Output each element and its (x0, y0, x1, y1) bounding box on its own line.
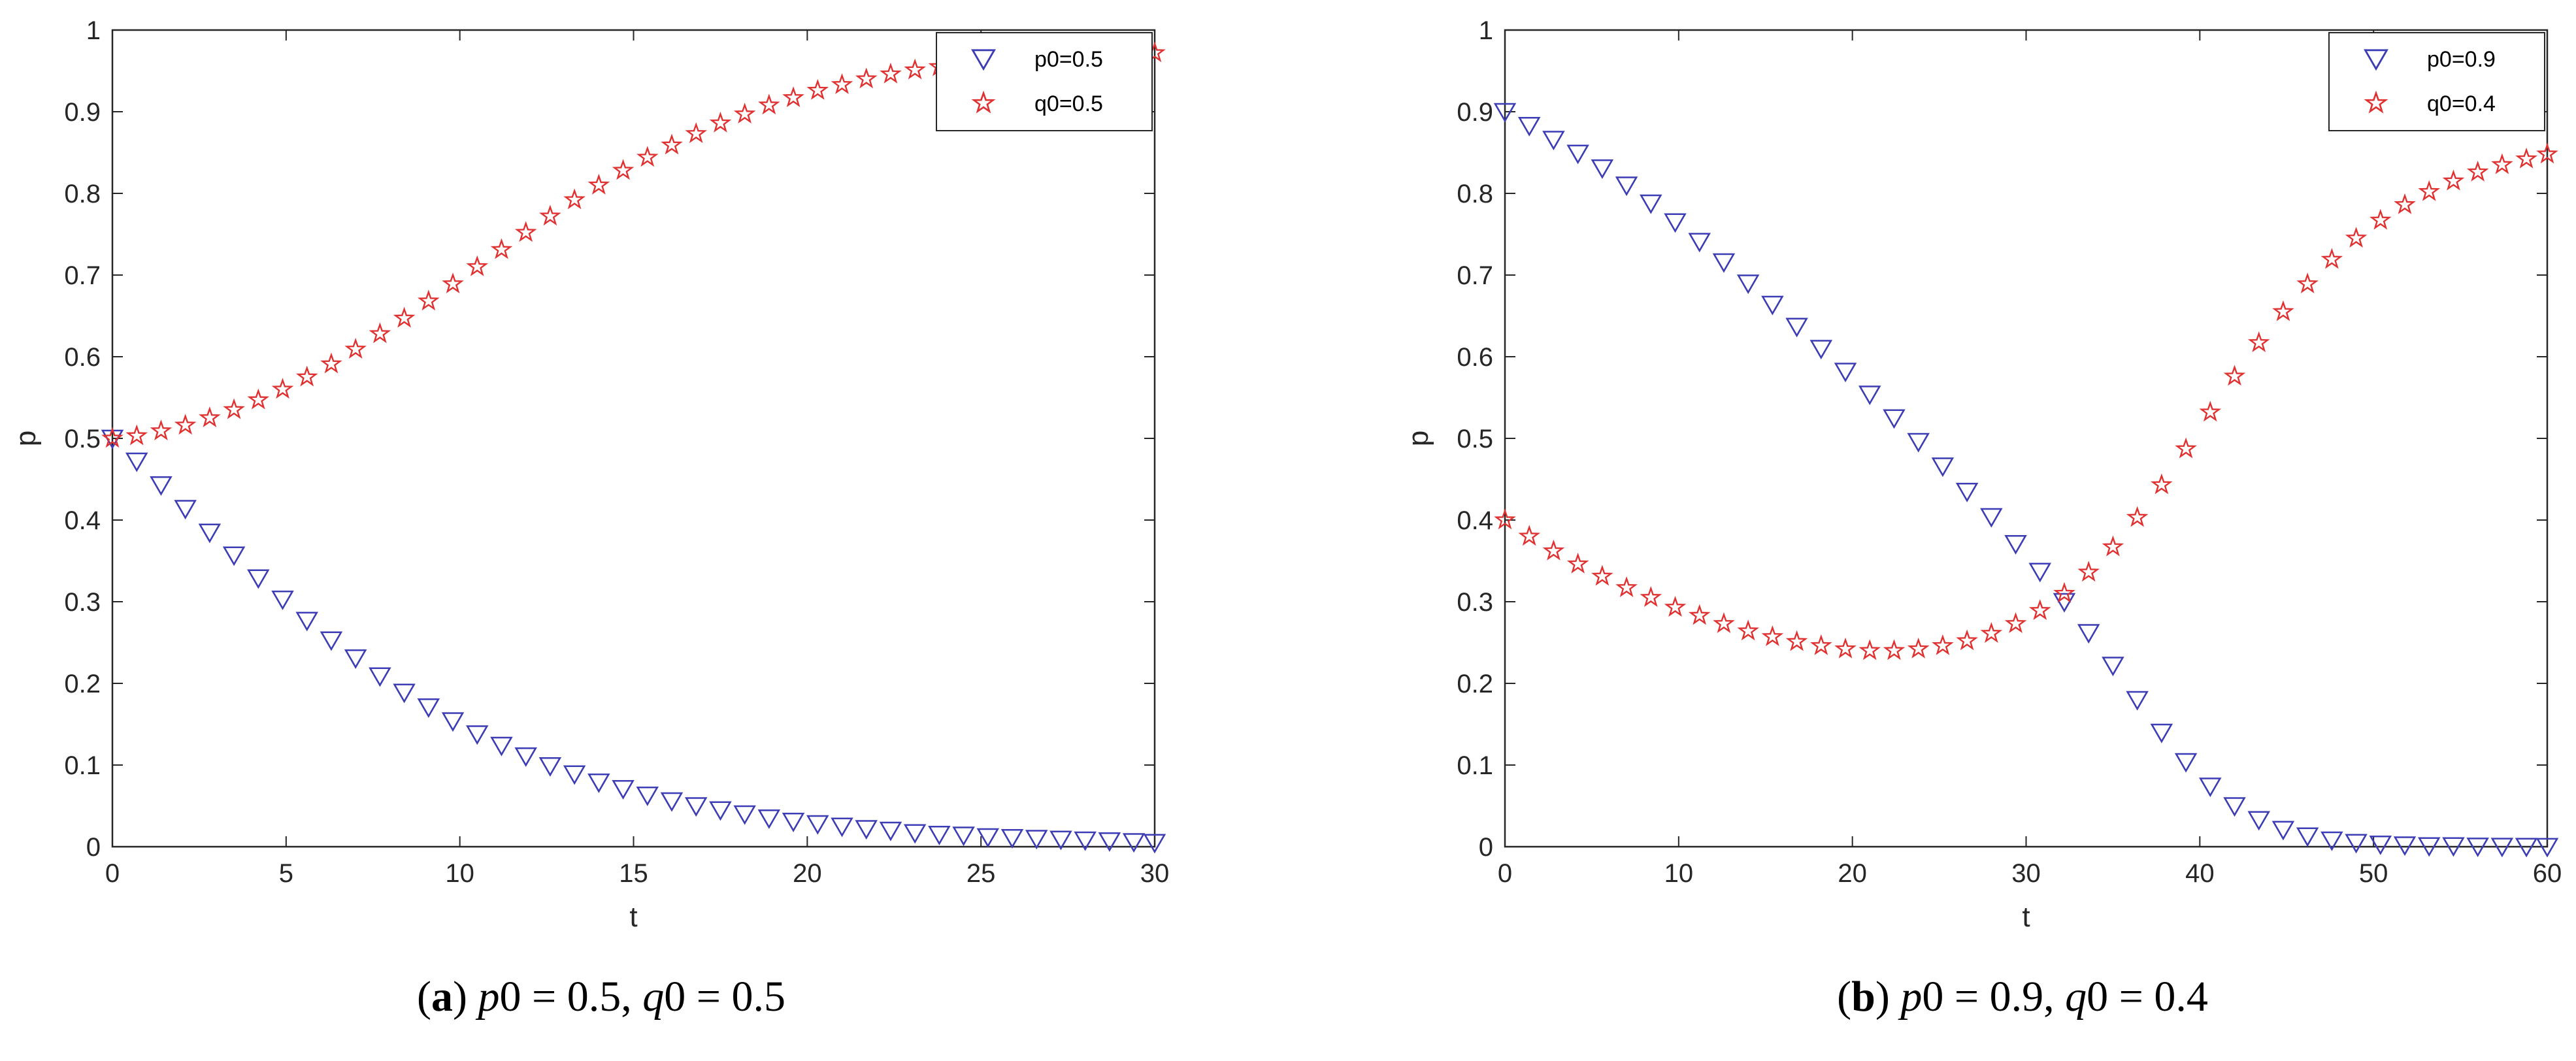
legend-label: q0=0.4 (2427, 91, 2496, 116)
y-tick-label: 0.5 (1457, 425, 1493, 453)
y-tick-label: 0.6 (1457, 343, 1493, 372)
y-axis-label: p (1402, 431, 1434, 446)
y-tick-label: 0.7 (64, 261, 101, 290)
x-tick-label: 60 (2533, 859, 2562, 888)
legend-box (936, 32, 1153, 131)
y-tick-label: 0.5 (64, 425, 101, 453)
y-tick-label: 0.9 (1457, 98, 1493, 127)
plot-area (1504, 29, 2549, 848)
x-tick-label: 20 (793, 859, 822, 888)
caption-letter: a (431, 973, 454, 1020)
x-tick-label: 0 (1498, 859, 1512, 888)
legend-label: q0=0.5 (1034, 91, 1103, 116)
y-tick-label: 0.8 (1457, 180, 1493, 208)
y-tick-label: 0.3 (64, 588, 101, 617)
legend-box (2328, 32, 2545, 131)
x-tick-label: 10 (445, 859, 474, 888)
y-tick-label: 0.9 (64, 98, 101, 127)
x-axis-label: t (629, 901, 637, 933)
y-tick-label: 0.1 (64, 751, 101, 780)
x-tick-label: 30 (1140, 859, 1170, 888)
y-tick-label: 0.8 (64, 180, 101, 208)
x-tick-label: 30 (2011, 859, 2041, 888)
y-tick-label: 0.2 (1457, 670, 1493, 698)
y-tick-label: 0.6 (64, 343, 101, 372)
plot-area (111, 29, 1156, 848)
x-axis-label: t (2022, 901, 2030, 933)
y-tick-label: 0.2 (64, 670, 101, 698)
y-tick-label: 0.3 (1457, 588, 1493, 617)
x-tick-label: 40 (2185, 859, 2215, 888)
caption-b: (b) p0 = 0.9, q0 = 0.4 (1837, 973, 2208, 1020)
caption-a: (a) p0 = 0.5, q0 = 0.5 (417, 973, 785, 1020)
legend-label: p0=0.9 (2427, 47, 2496, 72)
chart-panel-b: 0 10 20 30 40 50 60 0 0.1 0.2 0.3 0.4 0.5 0.6 0.7 0.8 0.… (1402, 16, 2562, 933)
y-tick-label: 1 (86, 16, 101, 45)
chart-panel-a: 0 5 10 15 20 25 30 0 0.1 0.2 0.3 0.4 0.5 0.6 0.7 0.8 0.9… (10, 16, 1169, 933)
x-tick-label: 25 (966, 859, 996, 888)
y-tick-label: 0 (86, 833, 101, 862)
y-tick-label: 0.4 (64, 506, 101, 535)
x-tick-label: 0 (105, 859, 120, 888)
legend: p0=0.5 q0=0.5 (936, 32, 1153, 131)
x-tick-label: 10 (1664, 859, 1694, 888)
y-axis-label: p (10, 431, 42, 446)
y-tick-label: 0.4 (1457, 506, 1493, 535)
x-tick-label: 50 (2359, 859, 2388, 888)
y-tick-label: 0.7 (1457, 261, 1493, 290)
x-tick-label: 20 (1838, 859, 1867, 888)
caption-letter: b (1851, 973, 1875, 1020)
y-tick-label: 0.1 (1457, 751, 1493, 780)
x-tick-label: 5 (279, 859, 293, 888)
x-tick-label: 15 (619, 859, 648, 888)
y-tick-label: 1 (1479, 16, 1493, 45)
y-tick-label: 0 (1479, 833, 1493, 862)
legend-label: p0=0.5 (1034, 47, 1103, 72)
legend: p0=0.9 q0=0.4 (2328, 32, 2545, 131)
